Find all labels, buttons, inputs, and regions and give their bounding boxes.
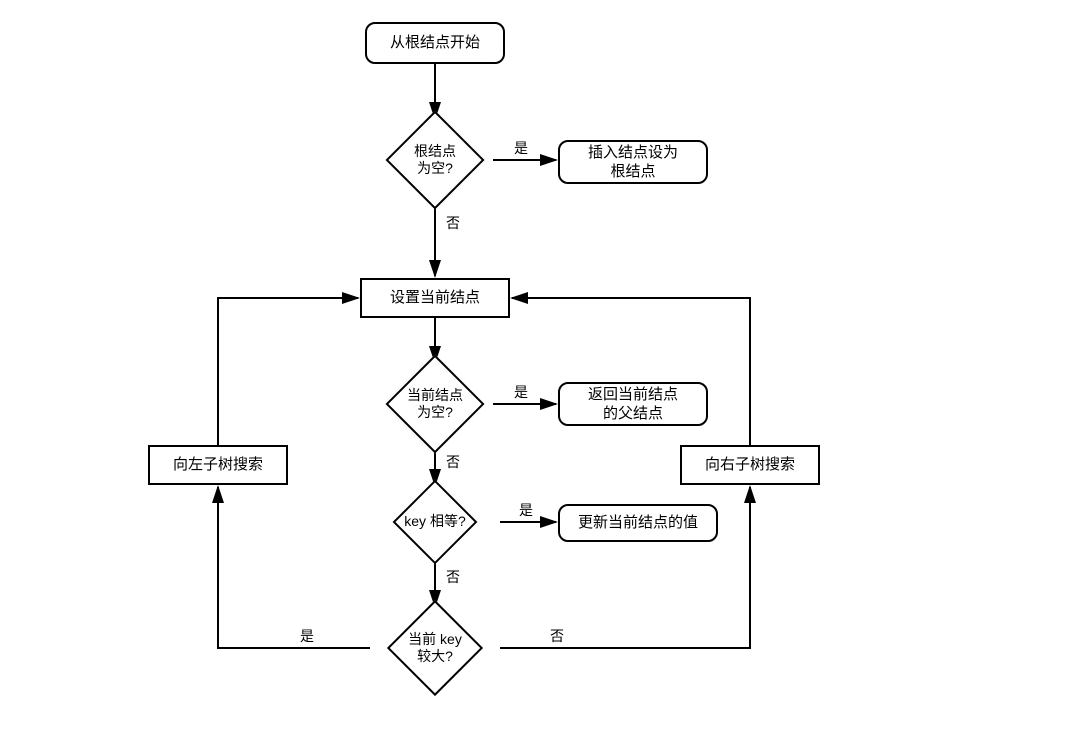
- node-root-empty: 根结点为空?: [377, 120, 493, 200]
- node-search-right: 向右子树搜索: [680, 445, 820, 485]
- node-search-left-text: 向左子树搜索: [173, 455, 263, 475]
- label-cur-empty-yes: 是: [512, 382, 530, 402]
- node-return-parent: 返回当前结点的父结点: [558, 382, 708, 426]
- label-key-bigger-yes: 是: [298, 626, 316, 646]
- label-cur-empty-no: 否: [444, 452, 462, 472]
- node-insert-root-text: 插入结点设为根结点: [588, 143, 678, 182]
- node-start: 从根结点开始: [365, 22, 505, 64]
- node-set-current-text: 设置当前结点: [390, 288, 480, 308]
- node-key-bigger-text: 当前 key较大?: [408, 631, 462, 666]
- label-key-equal-yes: 是: [517, 500, 535, 520]
- node-return-parent-text: 返回当前结点的父结点: [588, 385, 678, 424]
- node-start-text: 从根结点开始: [390, 33, 480, 53]
- node-cur-empty: 当前结点为空?: [377, 364, 493, 444]
- node-key-equal-text: key 相等?: [404, 513, 465, 531]
- node-key-equal: key 相等?: [370, 487, 500, 557]
- label-root-empty-no: 否: [444, 213, 462, 233]
- node-search-left: 向左子树搜索: [148, 445, 288, 485]
- node-update-val-text: 更新当前结点的值: [578, 513, 698, 533]
- label-key-equal-no: 否: [444, 567, 462, 587]
- label-root-empty-yes: 是: [512, 138, 530, 158]
- node-root-empty-text: 根结点为空?: [414, 143, 456, 178]
- flowchart-canvas: 从根结点开始 根结点为空? 插入结点设为根结点 设置当前结点 当前结点为空? 返…: [0, 0, 1080, 736]
- node-key-bigger: 当前 key较大?: [370, 608, 500, 688]
- flowchart-edges: [0, 0, 1080, 736]
- node-update-val: 更新当前结点的值: [558, 504, 718, 542]
- label-key-bigger-no: 否: [548, 626, 566, 646]
- node-insert-root: 插入结点设为根结点: [558, 140, 708, 184]
- node-set-current: 设置当前结点: [360, 278, 510, 318]
- node-cur-empty-text: 当前结点为空?: [407, 387, 463, 422]
- node-search-right-text: 向右子树搜索: [705, 455, 795, 475]
